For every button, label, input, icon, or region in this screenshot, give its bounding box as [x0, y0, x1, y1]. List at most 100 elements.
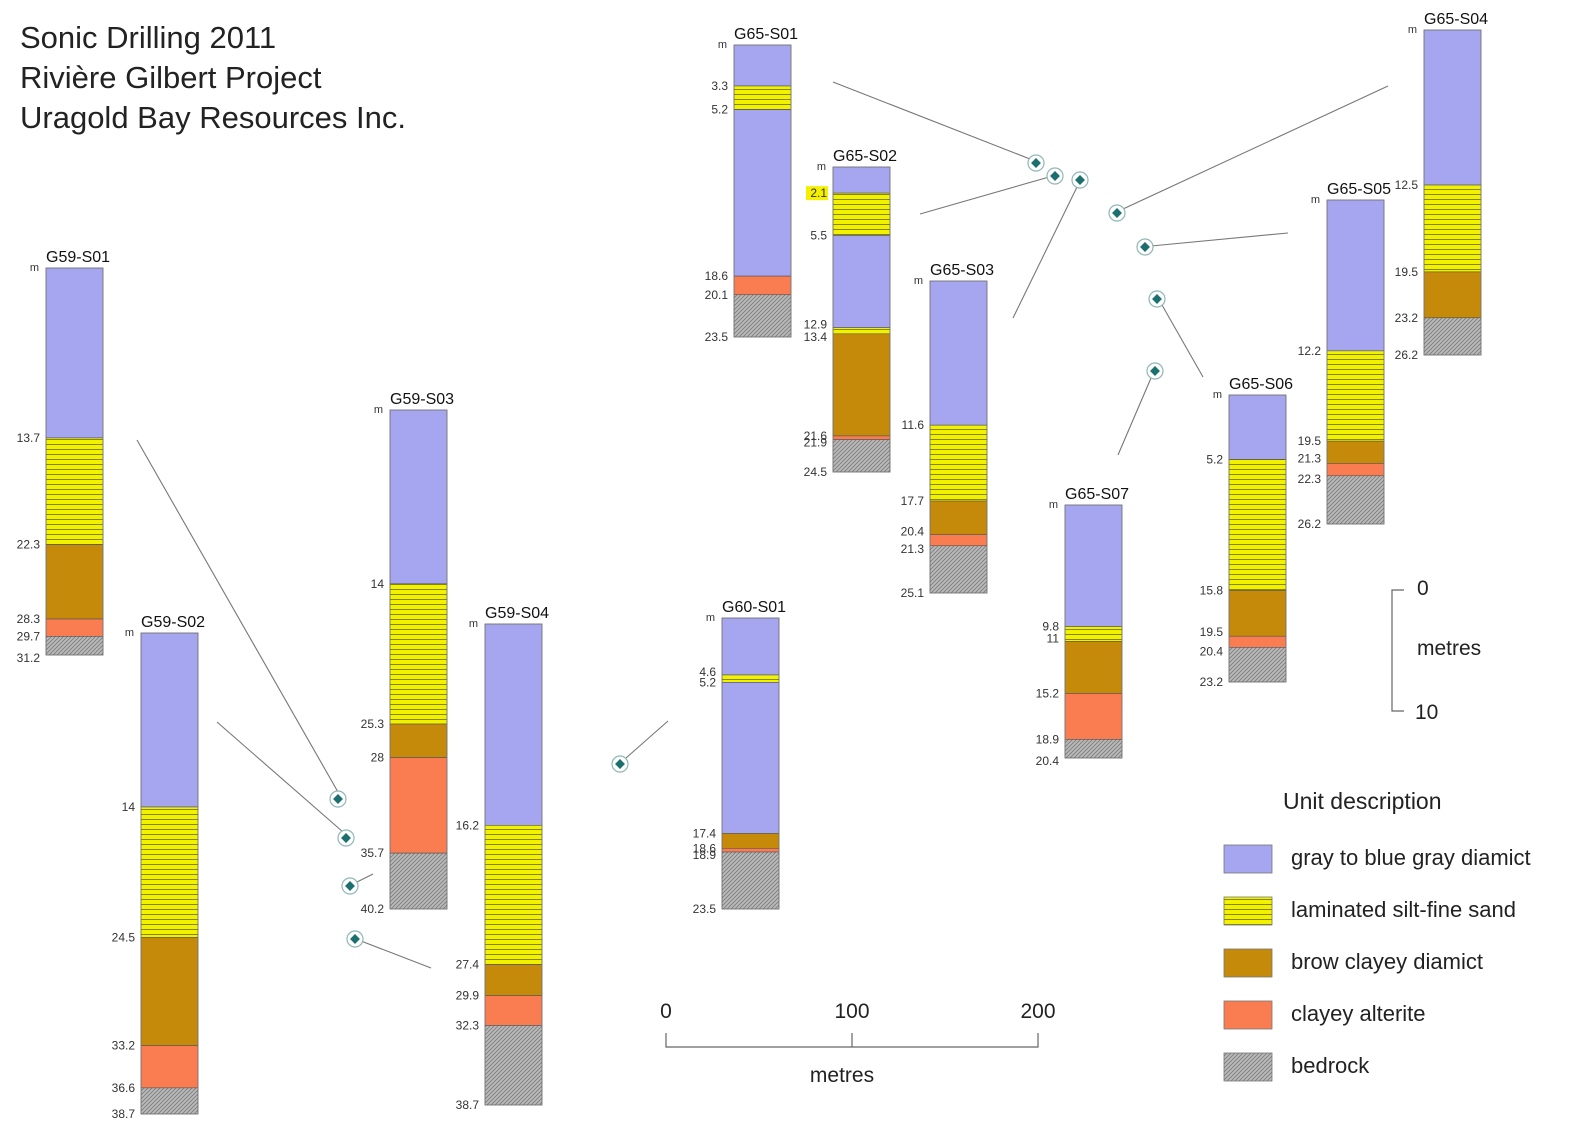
borehole-g59-s01: G59-S01 m 13.7 22.3 28.3 29.7 31.2: [17, 249, 111, 665]
depth-label: 24.5: [112, 931, 136, 945]
depth-label: 18.6: [705, 269, 729, 283]
leader-line: [1161, 304, 1204, 378]
leader-line: [832, 81, 1031, 160]
unit-bedrock: [1064, 739, 1123, 759]
unit-clayey-diamict: [929, 500, 988, 535]
depth-label: 21.3: [901, 542, 925, 556]
depth-label: 26.2: [1298, 517, 1322, 531]
leader-line: [1122, 85, 1389, 210]
borehole-g65-s05: G65-S05 m 12.2 19.5 21.3 22.3 26.2: [1298, 181, 1392, 531]
borehole-name: G65-S07: [1065, 486, 1129, 503]
title-line-2: Rivière Gilbert Project: [20, 60, 322, 95]
depth-label: 9.8: [1042, 620, 1059, 634]
depth-label: 3.3: [711, 79, 728, 93]
unit-diamict-gray: [832, 166, 891, 194]
depth-unit-label: m: [1213, 389, 1222, 401]
column-outline: [733, 44, 792, 338]
depth-label: 33.2: [112, 1039, 136, 1053]
unit-bedrock: [45, 636, 104, 656]
column-outline: [389, 409, 448, 910]
depth-unit-label: m: [914, 275, 923, 287]
depth-label: 38.7: [112, 1107, 136, 1121]
leader-line: [136, 439, 339, 793]
legend-label: clayey alterite: [1291, 1001, 1426, 1026]
unit-diamict-gray: [1423, 29, 1482, 186]
unit-alterite: [45, 618, 104, 637]
location-markers: [329, 154, 1166, 948]
borehole-name: G65-S03: [930, 262, 994, 279]
legend-swatch-clayey-diamict: [1223, 948, 1273, 978]
depth-label: 20.1: [705, 288, 729, 302]
legend-label: brow clayey diamict: [1291, 949, 1483, 974]
depth-label: 21.6: [804, 429, 828, 443]
depth-unit-label: m: [1311, 194, 1320, 206]
borehole-location-marker: [1136, 238, 1154, 256]
depth-label: 32.3: [456, 1018, 480, 1032]
borehole-g59-s04: G59-S04 m 16.2 27.4 29.9 32.3 38.7: [456, 605, 550, 1112]
unit-alterite: [721, 848, 780, 853]
depth-label: 17.4: [693, 826, 717, 840]
borehole-g65-s02: G65-S02 m 2.1 5.5 12.913.4 21.621.9 24.5: [804, 148, 898, 479]
unit-silt-sand: [140, 806, 199, 938]
depth-label: 17.7: [901, 494, 925, 508]
borehole-name: G65-S02: [833, 148, 897, 165]
legend-swatch-silt-sand: [1223, 896, 1273, 926]
depth-label: 25.3: [361, 717, 385, 731]
depth-label: 35.7: [361, 846, 385, 860]
leader-line: [919, 176, 1050, 215]
depth-label: 12.5: [1395, 178, 1419, 192]
depth-label: 16.2: [456, 818, 480, 832]
legend-swatch-bedrock: [1223, 1052, 1273, 1082]
unit-silt-sand: [1228, 459, 1287, 591]
unit-silt-sand: [832, 327, 891, 335]
unit-diamict-gray: [721, 617, 780, 676]
horizontal-scale-tick: 0: [660, 1000, 672, 1023]
legend: Unit description gray to blue gray diamic…: [1223, 788, 1531, 1082]
depth-label: 24.5: [804, 465, 828, 479]
depth-label: 28: [371, 751, 385, 765]
unit-diamict-gray: [1228, 394, 1287, 460]
depth-label: 25.1: [901, 586, 925, 600]
depth-label: 14: [371, 577, 385, 591]
scales: 0 100 200 metres 0 10 metres: [660, 577, 1481, 1087]
borehole-g65-s04: G65-S04 m 12.5 19.5 23.2 26.2: [1395, 11, 1489, 362]
depth-label: 19.5: [1395, 265, 1419, 279]
depth-label: 20.4: [901, 525, 925, 539]
unit-bedrock: [832, 439, 891, 473]
horizontal-scale-tick: 100: [834, 1000, 869, 1023]
borehole-location-marker: [1108, 204, 1126, 222]
depth-unit-label: m: [817, 161, 826, 173]
title-line-1: Sonic Drilling 2011: [20, 20, 277, 55]
depth-unit-label: m: [30, 262, 39, 274]
unit-clayey-diamict: [1423, 271, 1482, 319]
unit-alterite: [832, 435, 891, 440]
marker-diamond: [615, 759, 625, 769]
depth-label: 38.7: [456, 1098, 480, 1112]
unit-clayey-diamict: [1064, 641, 1123, 694]
vertical-scale-tick: 0: [1417, 577, 1429, 600]
column-outline: [484, 623, 543, 1106]
borehole-location-marker: [1146, 362, 1164, 380]
legend-label: laminated silt-fine sand: [1291, 897, 1516, 922]
unit-bedrock: [733, 294, 792, 338]
depth-label: 5.2: [1206, 452, 1223, 466]
column-outline: [140, 632, 199, 1115]
marker-diamond: [1031, 158, 1041, 168]
unit-silt-sand: [721, 674, 780, 683]
depth-label: 5.2: [699, 675, 716, 689]
depth-label: 21.9: [804, 436, 828, 450]
unit-alterite: [733, 275, 792, 296]
depth-label: 21.3: [1298, 451, 1322, 465]
depth-unit-label: m: [718, 39, 727, 51]
borehole-g65-s06: G65-S06 m 5.2 15.8 19.5 20.4 23.2: [1200, 376, 1294, 689]
leader-line: [1117, 377, 1152, 456]
legend-swatch-alterite: [1223, 1000, 1273, 1030]
borehole-g59-s02: G59-S02 m 14 24.5 33.2 36.6 38.7: [112, 614, 206, 1121]
marker-diamond: [1075, 175, 1085, 185]
borehole-name: G60-S01: [722, 599, 786, 616]
depth-label: 23.2: [1200, 675, 1224, 689]
unit-bedrock: [389, 852, 448, 910]
vertical-scale-unit: metres: [1417, 637, 1481, 660]
depth-label: 22.3: [17, 538, 41, 552]
